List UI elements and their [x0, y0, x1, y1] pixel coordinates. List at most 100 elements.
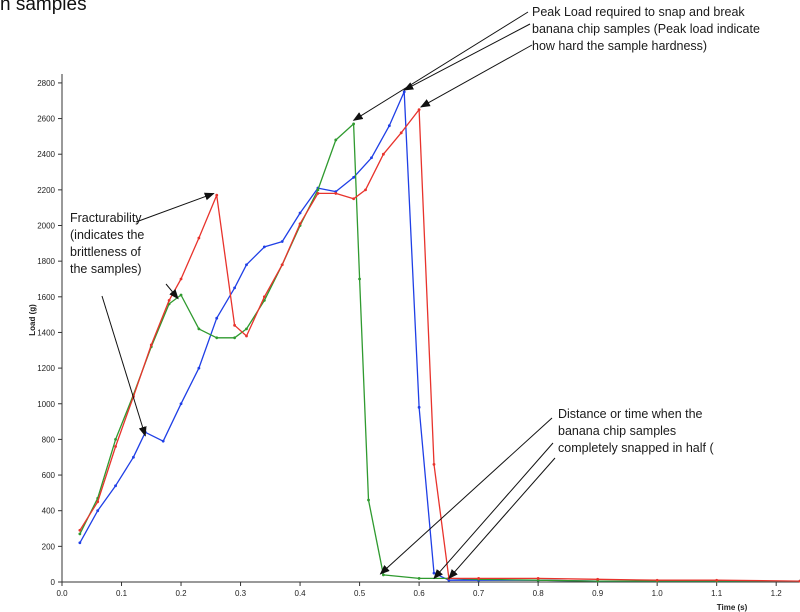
series-layer: [78, 90, 800, 583]
data-point: [78, 532, 82, 536]
data-point: [280, 240, 284, 243]
y-tick-label: 2400: [37, 150, 55, 159]
data-point: [179, 293, 183, 297]
annotation-line: (indicates the: [70, 228, 145, 242]
annotation-line: how hard the sample hardness): [532, 39, 708, 53]
data-point: [280, 263, 284, 267]
distance-arrow-red: [448, 457, 556, 580]
y-tick-label: 1800: [37, 257, 55, 266]
y-tick-label: 1000: [37, 400, 55, 409]
data-point: [334, 138, 338, 142]
data-point: [352, 122, 356, 126]
data-point: [245, 327, 248, 331]
annotation-line: brittleness of: [70, 245, 141, 259]
annotation-arrows: [101, 11, 556, 580]
y-tick-label: 1600: [37, 293, 55, 302]
data-point: [233, 286, 236, 290]
fracture-arrow-green: [165, 283, 179, 300]
x-tick-label: 0.8: [533, 589, 545, 598]
data-point: [352, 175, 356, 179]
data-point: [370, 156, 373, 160]
annotation-line: Fracturability: [70, 211, 142, 225]
data-point: [387, 124, 391, 128]
y-tick-label: 0: [51, 578, 56, 587]
data-point: [262, 295, 266, 299]
data-point: [298, 222, 302, 226]
data-point: [161, 439, 165, 443]
data-point: [215, 193, 219, 197]
data-point: [197, 236, 201, 240]
data-point: [197, 327, 201, 331]
data-point: [78, 541, 82, 545]
data-point: [179, 402, 183, 406]
y-axis-label: Load (g): [28, 304, 37, 336]
page-heading-fragment: n samples: [0, 0, 87, 15]
y-tick-label: 400: [42, 507, 56, 516]
distance-annotation: Distance or time when the banana chip sa…: [558, 406, 714, 457]
x-tick-label: 0.6: [414, 589, 426, 598]
data-point: [96, 509, 100, 513]
data-point: [114, 484, 117, 488]
peak-arrow-blue: [403, 23, 531, 91]
data-point: [262, 245, 266, 249]
data-point: [358, 277, 361, 281]
annotation-line: completely snapped in half (: [558, 441, 714, 455]
x-tick-label: 0.7: [473, 589, 485, 598]
data-point: [536, 577, 540, 580]
y-tick-label: 2000: [37, 222, 55, 231]
data-point: [78, 528, 82, 532]
data-point: [132, 455, 135, 459]
y-tick-label: 1400: [37, 328, 55, 337]
data-point: [432, 571, 436, 575]
y-tick-label: 2600: [37, 115, 55, 124]
y-tick-label: 2200: [37, 186, 55, 195]
x-tick-label: 0.9: [592, 589, 604, 598]
data-point: [715, 578, 719, 582]
data-point: [402, 90, 406, 94]
annotation-line: the samples): [70, 262, 142, 276]
annotation-line: Distance or time when the: [558, 407, 703, 421]
data-point: [432, 462, 436, 466]
data-point: [215, 316, 219, 320]
x-tick-label: 1.0: [652, 589, 664, 598]
fracture-arrow-blue: [101, 295, 147, 437]
annotation-line: Peak Load required to snap and break: [532, 5, 745, 19]
distance-arrow-green: [379, 417, 553, 575]
peak-arrow-green: [352, 11, 529, 121]
axes: 0 200 400 600 800 1000 1200 1400 1600 1800 2000 220…: [37, 74, 800, 598]
data-point: [114, 445, 117, 448]
fracture-arrow-peak: [135, 192, 215, 223]
x-tick-label: 0.1: [116, 589, 128, 598]
data-point: [417, 577, 421, 580]
data-point: [215, 336, 219, 340]
x-tick-label: 0.0: [56, 589, 68, 598]
data-point: [367, 498, 370, 502]
data-point: [96, 500, 100, 504]
data-point: [352, 197, 356, 201]
x-tick-label: 0.3: [235, 589, 247, 598]
y-tick-label: 600: [42, 471, 56, 480]
data-point: [381, 152, 385, 156]
x-axis-label: Time (s): [717, 603, 748, 612]
data-point: [334, 192, 338, 195]
series-red-line: [79, 108, 800, 582]
peak-load-annotation: Peak Load required to snap and break ban…: [532, 4, 760, 55]
x-tick-label: 1.2: [771, 589, 783, 598]
data-point: [298, 211, 302, 215]
y-tick-label: 2800: [37, 79, 55, 88]
fracturability-annotation: Fracturability (indicates the brittlenes…: [70, 210, 144, 278]
data-point: [149, 343, 153, 347]
data-point: [477, 577, 481, 580]
annotation-line: banana chip samples: [558, 424, 677, 438]
data-point: [233, 323, 236, 327]
annotation-line: banana chip samples (Peak load indicate: [532, 22, 760, 36]
data-point: [233, 336, 236, 340]
y-tick-label: 800: [42, 435, 56, 444]
data-point: [417, 405, 421, 409]
data-point: [245, 334, 248, 338]
y-tick-label: 1200: [37, 364, 55, 373]
distance-arrow-blue: [433, 442, 554, 580]
data-point: [364, 188, 367, 192]
x-tick-label: 1.1: [711, 589, 723, 598]
